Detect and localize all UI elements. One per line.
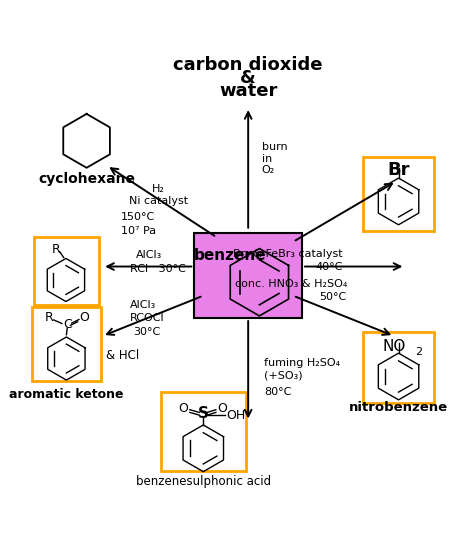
Text: water: water xyxy=(219,83,277,100)
Text: benzene: benzene xyxy=(194,248,266,263)
Text: OH: OH xyxy=(227,409,246,422)
Text: &: & xyxy=(240,69,256,87)
Text: fuming H₂SO₄: fuming H₂SO₄ xyxy=(264,358,340,368)
Text: RCl   30°C: RCl 30°C xyxy=(130,264,186,274)
Text: 50°C: 50°C xyxy=(319,291,347,301)
Text: cyclohexane: cyclohexane xyxy=(38,172,135,186)
Text: burn
in
O₂: burn in O₂ xyxy=(262,142,287,175)
FancyBboxPatch shape xyxy=(161,392,246,471)
Text: R: R xyxy=(52,243,60,256)
Text: NO: NO xyxy=(383,339,406,354)
FancyBboxPatch shape xyxy=(363,332,435,403)
Text: 40°C: 40°C xyxy=(315,262,342,272)
FancyBboxPatch shape xyxy=(194,233,302,318)
Text: O: O xyxy=(179,402,189,415)
Text: R: R xyxy=(45,311,54,324)
Text: 150°C: 150°C xyxy=(121,212,155,222)
Text: 10⁷ Pa: 10⁷ Pa xyxy=(121,225,156,236)
Text: AlCl₃: AlCl₃ xyxy=(129,300,156,310)
Text: & HCl: & HCl xyxy=(106,349,139,361)
Text: (+SO₃): (+SO₃) xyxy=(264,370,302,380)
Text: Br₂ & FeBr₃ catalyst: Br₂ & FeBr₃ catalyst xyxy=(233,249,342,259)
Text: aromatic ketone: aromatic ketone xyxy=(9,388,124,401)
Text: AlCl₃: AlCl₃ xyxy=(137,250,163,260)
Text: C: C xyxy=(63,318,72,331)
FancyBboxPatch shape xyxy=(363,156,435,231)
Text: Br: Br xyxy=(387,161,410,179)
FancyBboxPatch shape xyxy=(34,237,99,305)
FancyBboxPatch shape xyxy=(32,307,101,381)
Text: 30°C: 30°C xyxy=(134,327,161,337)
Text: nitrobenzene: nitrobenzene xyxy=(349,401,448,413)
Text: O: O xyxy=(80,311,89,324)
Text: carbon dioxide: carbon dioxide xyxy=(173,56,323,73)
Text: benzenesulphonic acid: benzenesulphonic acid xyxy=(136,476,271,488)
Text: S: S xyxy=(198,406,209,422)
Text: conc. HNO₃ & H₂SO₄: conc. HNO₃ & H₂SO₄ xyxy=(235,279,347,289)
Text: O: O xyxy=(217,402,227,415)
Text: H₂
Ni catalyst: H₂ Ni catalyst xyxy=(129,184,188,206)
Text: 80°C: 80°C xyxy=(264,387,291,397)
Text: 2: 2 xyxy=(416,347,423,357)
Text: RCOCl: RCOCl xyxy=(130,313,164,323)
